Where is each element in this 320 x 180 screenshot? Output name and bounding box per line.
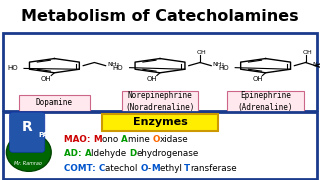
Text: Norepinephrine
(Noradrenaline): Norepinephrine (Noradrenaline) [125,91,195,112]
Text: ethyl: ethyl [159,164,184,173]
Text: O: O [140,164,148,173]
Text: Dopamine: Dopamine [36,98,73,107]
Text: Epinephrine
(Adrenaline): Epinephrine (Adrenaline) [238,91,293,112]
Text: HO: HO [7,66,18,71]
Text: OH: OH [197,50,206,55]
Text: mine: mine [128,135,152,144]
Text: Metabolism of Catecholamines: Metabolism of Catecholamines [21,9,299,24]
Text: -: - [148,164,151,173]
FancyBboxPatch shape [10,112,45,152]
Text: Enzymes: Enzymes [132,118,188,127]
Text: D: D [129,149,137,158]
FancyBboxPatch shape [227,91,304,112]
Text: M: M [93,135,102,144]
Text: OH: OH [147,76,157,82]
Text: atechol: atechol [105,164,140,173]
Text: AD:: AD: [64,149,84,158]
Text: PA: PA [38,132,48,138]
Text: NH₂: NH₂ [213,62,225,67]
FancyBboxPatch shape [102,114,218,131]
Text: COMT:: COMT: [64,164,99,173]
Ellipse shape [6,133,51,171]
Text: A: A [121,135,128,144]
Text: HO: HO [218,65,229,71]
Text: C: C [99,164,105,173]
Text: OH: OH [302,50,312,55]
FancyBboxPatch shape [19,95,90,111]
Text: O: O [152,135,160,144]
Text: ldehyde: ldehyde [92,149,129,158]
Text: ono: ono [102,135,121,144]
Text: R: R [22,120,33,134]
Text: OH: OH [252,76,263,82]
Text: Mr. Ramrao: Mr. Ramrao [13,161,42,166]
Text: M: M [151,164,159,173]
Text: xidase: xidase [160,135,188,144]
Text: OH: OH [41,76,52,82]
Text: MAO:: MAO: [64,135,93,144]
Text: ehydrogenase: ehydrogenase [137,149,199,158]
Text: A: A [84,149,92,158]
Text: ransferase: ransferase [190,164,237,173]
Text: NH₂: NH₂ [107,62,119,67]
Text: N: N [313,62,317,67]
FancyBboxPatch shape [122,91,198,112]
Text: HO: HO [113,65,123,71]
Text: T: T [184,164,190,173]
